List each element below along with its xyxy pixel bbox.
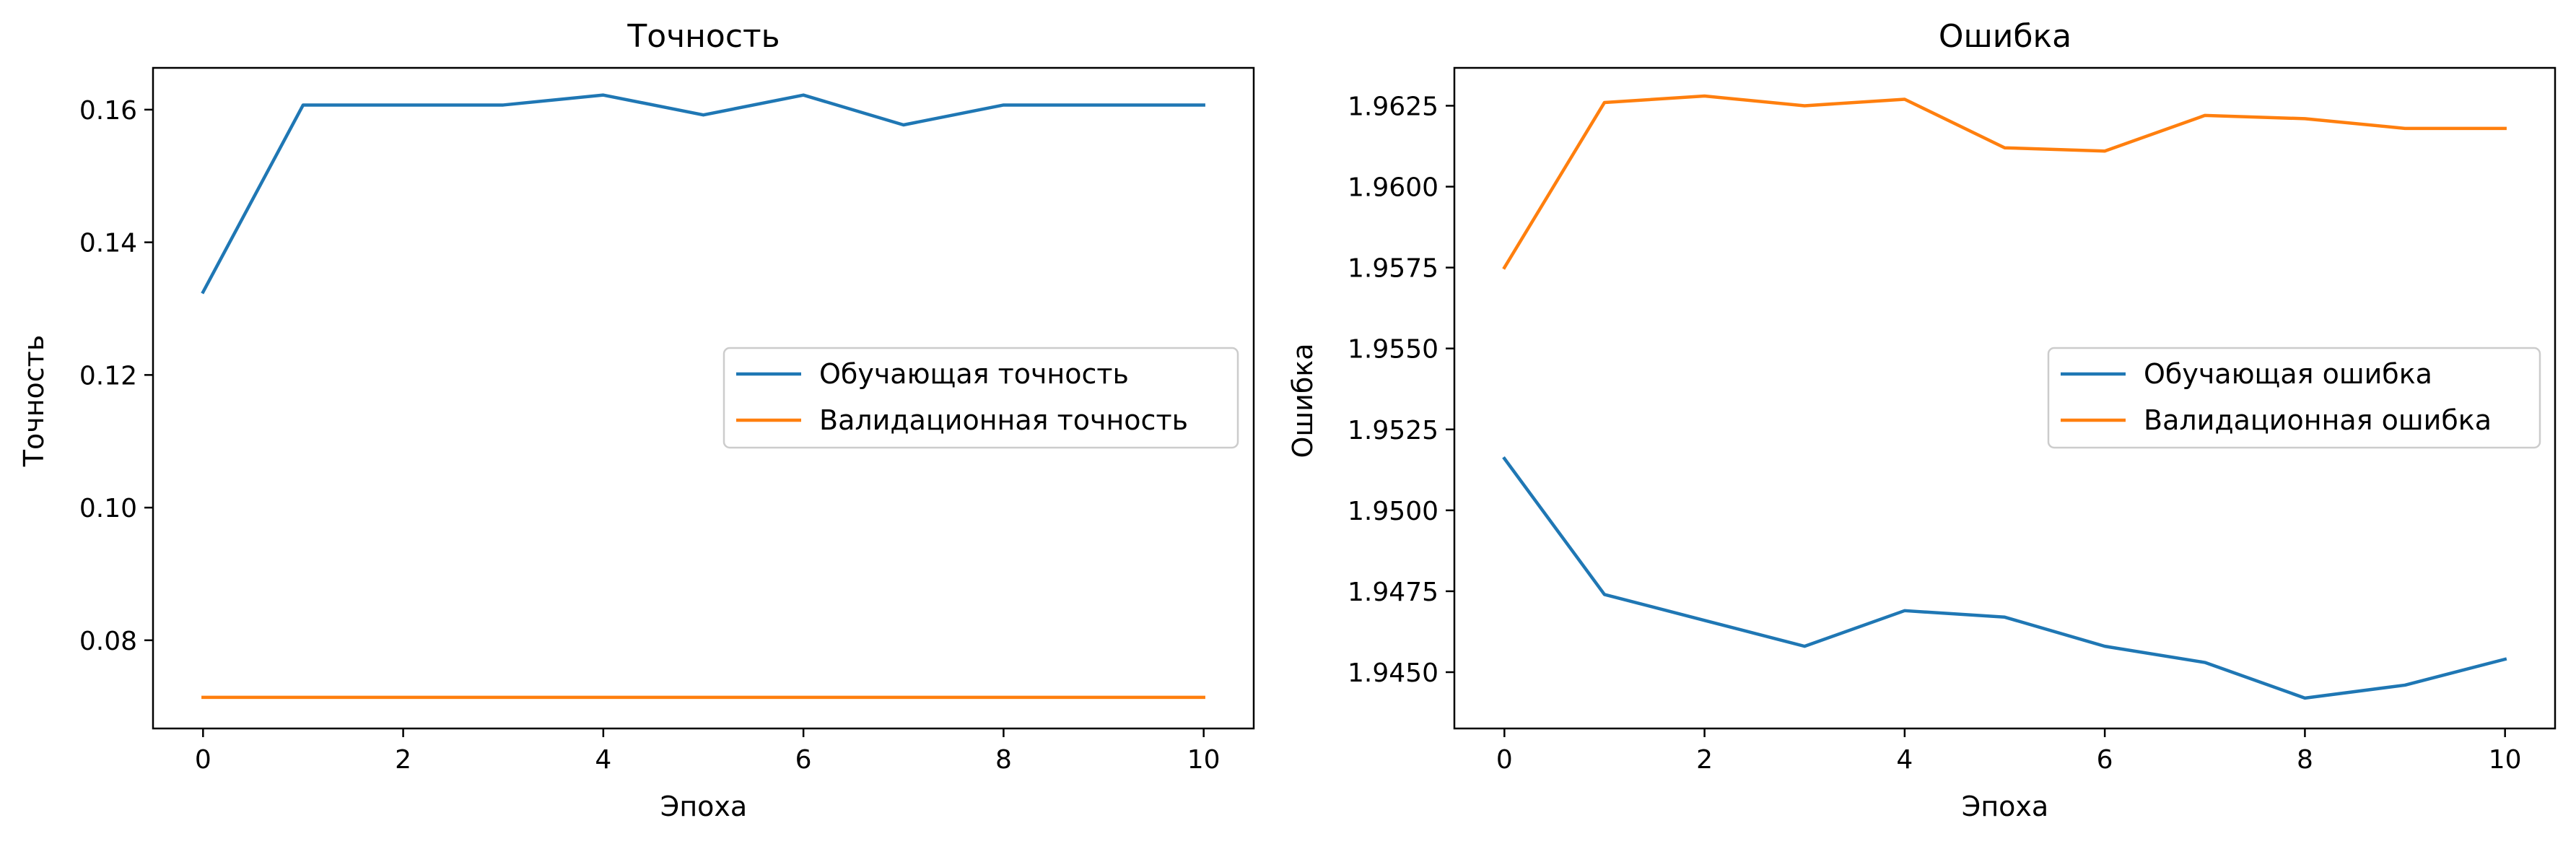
loss-y-tick-label: 1.9475: [1348, 578, 1438, 607]
loss-y-ticks: 1.9450 1.9475 1.9500 1.9525 1.9550 1.9575 1.96…: [1348, 92, 1454, 688]
accuracy-x-tick-label: 8: [995, 745, 1012, 775]
accuracy-chart-title: Точность: [626, 18, 780, 55]
loss-x-tick-label: 0: [1496, 745, 1513, 775]
accuracy-y-tick-label: 0.10: [79, 494, 137, 523]
accuracy-y-tick-label: 0.12: [79, 361, 137, 391]
loss-x-tick-label: 4: [1896, 745, 1913, 775]
accuracy-x-ticks: 0 2 4 6 8 10: [195, 728, 1221, 775]
accuracy-series-line-train: [201, 93, 1205, 295]
loss-x-ticks: 0 2 4 6 8 10: [1496, 728, 2522, 775]
loss-y-tick-label: 1.9625: [1348, 92, 1438, 121]
accuracy-y-tick-label: 0.16: [79, 96, 137, 126]
accuracy-y-tick-label: 0.14: [79, 229, 137, 258]
accuracy-x-tick-label: 6: [795, 745, 812, 775]
accuracy-y-axis-label: Точность: [18, 335, 50, 467]
accuracy-legend-label-train: Обучающая точность: [819, 358, 1129, 390]
loss-axes-frame: [1453, 66, 2557, 730]
accuracy-x-axis-label: Эпоха: [660, 791, 747, 822]
accuracy-y-tick-label: 0.08: [79, 627, 137, 656]
accuracy-legend: Обучающая точность Валидационная точност…: [722, 347, 1239, 449]
loss-y-axis-label: Ошибка: [1287, 343, 1319, 458]
loss-legend: Обучающая ошибка Валидационная ошибка: [2047, 347, 2541, 449]
loss-plot-lines: [1502, 94, 2507, 700]
accuracy-legend-box: [722, 347, 1239, 449]
loss-chart: Ошибка Эпоха Ошибка 0 2 4 6 8 10 1.9450 1.9475…: [1287, 18, 2557, 822]
loss-y-tick-label: 1.9450: [1348, 658, 1438, 688]
accuracy-chart: Точность Эпоха Точность 0 2 4 6 8 10 0.08 0.10…: [18, 18, 1255, 822]
loss-y-tick-label: 1.9575: [1348, 254, 1438, 284]
accuracy-axes-frame: [152, 66, 1255, 730]
loss-x-axis-label: Эпоха: [1962, 791, 2048, 822]
accuracy-legend-label-validation: Валидационная точность: [819, 404, 1188, 436]
accuracy-plot-lines: [201, 93, 1205, 700]
loss-x-tick-label: 6: [2097, 745, 2113, 775]
loss-legend-label-validation: Валидационная ошибка: [2144, 404, 2492, 436]
accuracy-x-tick-label: 2: [395, 745, 411, 775]
accuracy-x-tick-label: 10: [1187, 745, 1221, 775]
accuracy-y-ticks: 0.08 0.10 0.12 0.14 0.16: [79, 96, 153, 656]
loss-series-line-validation: [1502, 94, 2507, 270]
loss-series-line-train: [1502, 456, 2507, 700]
loss-legend-box: [2047, 347, 2541, 449]
loss-y-tick-label: 1.9500: [1348, 497, 1438, 526]
loss-legend-label-train: Обучающая ошибка: [2144, 358, 2432, 390]
accuracy-x-tick-label: 0: [195, 745, 211, 775]
loss-x-tick-label: 2: [1696, 745, 1713, 775]
loss-y-tick-label: 1.9600: [1348, 173, 1438, 203]
loss-x-tick-label: 8: [2297, 745, 2313, 775]
loss-chart-title: Ошибка: [1939, 18, 2071, 55]
loss-y-tick-label: 1.9550: [1348, 335, 1438, 365]
accuracy-x-tick-label: 4: [595, 745, 611, 775]
loss-x-tick-label: 10: [2489, 745, 2522, 775]
loss-y-tick-label: 1.9525: [1348, 416, 1438, 445]
